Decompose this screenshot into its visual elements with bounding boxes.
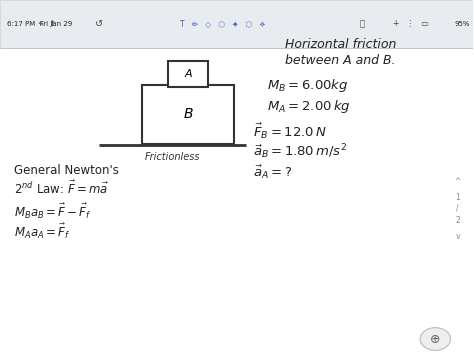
Text: $M_Ba_B = \vec{F} - \vec{F}_f$: $M_Ba_B = \vec{F} - \vec{F}_f$ bbox=[14, 202, 92, 221]
Text: +   ⋮   ▭: + ⋮ ▭ bbox=[393, 20, 428, 28]
Text: $\vec{F}_B = 12.0\,N$: $\vec{F}_B = 12.0\,N$ bbox=[253, 122, 327, 141]
Text: /: / bbox=[456, 203, 459, 212]
Text: 🎤: 🎤 bbox=[360, 20, 365, 28]
Text: Frictionless: Frictionless bbox=[145, 152, 201, 162]
Text: $2^{nd}$ Law: $\vec{F} = m\vec{a}$: $2^{nd}$ Law: $\vec{F} = m\vec{a}$ bbox=[14, 180, 109, 197]
Text: A: A bbox=[184, 69, 192, 79]
Text: Horizontal friction: Horizontal friction bbox=[285, 38, 396, 51]
Text: 6:17 PM  Fri Jan 29: 6:17 PM Fri Jan 29 bbox=[7, 21, 73, 27]
Text: ↺: ↺ bbox=[95, 19, 103, 29]
Text: $M_A = 2.00\,kg$: $M_A = 2.00\,kg$ bbox=[267, 98, 351, 115]
Bar bbox=[168, 61, 208, 87]
Text: $M_B = 6.00kg$: $M_B = 6.00kg$ bbox=[267, 77, 349, 94]
Text: 1: 1 bbox=[455, 192, 460, 202]
Text: T   ✏   ◇   ⬡   ✦   ⬡   ✧: T ✏ ◇ ⬡ ✦ ⬡ ✧ bbox=[180, 20, 265, 28]
Bar bbox=[0, 0, 473, 48]
Circle shape bbox=[420, 328, 450, 350]
Text: $\vec{a}_B = 1.80\,m/s^2$: $\vec{a}_B = 1.80\,m/s^2$ bbox=[253, 143, 347, 161]
Bar bbox=[142, 85, 234, 144]
Text: between A and B.: between A and B. bbox=[285, 54, 396, 67]
Text: 95%: 95% bbox=[454, 21, 470, 27]
Text: <  ⬆: < ⬆ bbox=[38, 20, 55, 28]
Text: v: v bbox=[456, 231, 460, 241]
Text: $M_Aa_A = \vec{F}_f$: $M_Aa_A = \vec{F}_f$ bbox=[14, 222, 71, 241]
Text: B: B bbox=[183, 108, 193, 121]
Text: ^: ^ bbox=[455, 176, 461, 186]
Text: $\vec{a}_A = ?$: $\vec{a}_A = ?$ bbox=[253, 163, 292, 181]
Text: General Newton's: General Newton's bbox=[14, 164, 119, 177]
Text: 2: 2 bbox=[455, 215, 460, 225]
Text: ⊕: ⊕ bbox=[430, 333, 441, 346]
